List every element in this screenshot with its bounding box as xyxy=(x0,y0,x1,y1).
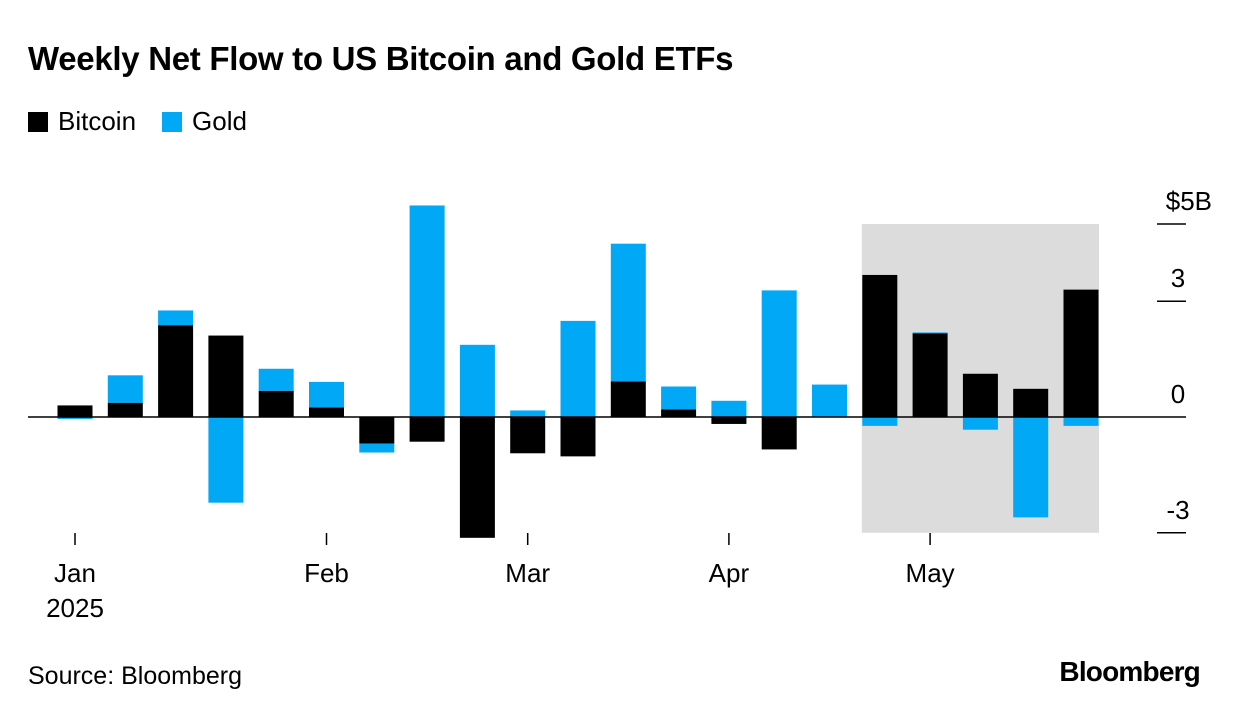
bar-gold-1 xyxy=(107,375,143,403)
bar-bitcoin-20 xyxy=(1063,289,1099,417)
chart-title: Weekly Net Flow to US Bitcoin and Gold E… xyxy=(28,40,734,77)
y-tick-label-3: 3 xyxy=(1171,263,1185,293)
bar-bitcoin-0 xyxy=(57,405,93,417)
x-tick-label-feb: Feb xyxy=(304,558,349,588)
bar-gold-10 xyxy=(560,320,596,417)
bar-gold-17 xyxy=(912,332,948,334)
x-tick-label-jan: Jan xyxy=(54,558,96,588)
bar-gold-19 xyxy=(1013,417,1049,518)
legend-swatch-gold xyxy=(162,111,183,132)
x-tick-sublabel-year: 2025 xyxy=(46,593,104,623)
y-tick-label-$5B: $5B xyxy=(1166,186,1212,216)
x-tick-label-mar: Mar xyxy=(505,558,550,588)
bar-gold-15 xyxy=(812,384,847,417)
bar-bitcoin-18 xyxy=(962,373,998,417)
bar-bitcoin-16 xyxy=(862,274,898,417)
bar-gold-0 xyxy=(57,417,93,419)
bar-gold-16 xyxy=(862,417,898,426)
bar-gold-3 xyxy=(208,417,244,503)
bar-gold-5 xyxy=(309,381,344,408)
bar-gold-6 xyxy=(359,443,395,453)
bar-gold-14 xyxy=(761,290,797,417)
bar-bitcoin-7 xyxy=(409,417,445,442)
bar-bitcoin-4 xyxy=(258,390,294,417)
bar-bitcoin-9 xyxy=(510,417,546,454)
bar-bitcoin-3 xyxy=(208,335,244,417)
bar-bitcoin-1 xyxy=(107,402,143,417)
bar-gold-11 xyxy=(610,243,646,382)
bar-gold-8 xyxy=(459,344,495,417)
x-tick-label-apr: Apr xyxy=(709,558,750,588)
bar-gold-4 xyxy=(258,368,294,391)
bar-bitcoin-11 xyxy=(610,381,646,417)
bar-gold-20 xyxy=(1063,417,1099,426)
bar-bitcoin-5 xyxy=(309,407,344,417)
legend-swatch-bitcoin xyxy=(28,111,48,132)
bar-bitcoin-10 xyxy=(560,417,596,457)
bar-bitcoin-12 xyxy=(661,409,697,417)
legend-label-gold: Gold xyxy=(192,106,247,136)
bar-gold-18 xyxy=(962,417,998,430)
legend-item-bitcoin: Bitcoin xyxy=(28,106,136,137)
bar-bitcoin-6 xyxy=(359,417,395,444)
source-note: Source: Bloomberg xyxy=(28,662,243,690)
bar-gold-13 xyxy=(711,400,747,417)
legend: Bitcoin Gold xyxy=(28,106,273,137)
bar-gold-7 xyxy=(409,205,445,417)
bar-gold-12 xyxy=(661,386,697,410)
bloomberg-logo: Bloomberg xyxy=(1059,656,1200,687)
bar-bitcoin-8 xyxy=(459,417,495,538)
bar-gold-2 xyxy=(158,310,194,326)
bar-bitcoin-17 xyxy=(912,333,948,417)
y-tick-label--3: -3 xyxy=(1166,495,1189,525)
legend-label-bitcoin: Bitcoin xyxy=(58,106,137,136)
bar-bitcoin-2 xyxy=(158,325,194,417)
y-tick-label-0: 0 xyxy=(1171,379,1185,409)
bar-bitcoin-14 xyxy=(761,417,797,450)
x-tick-label-may: May xyxy=(906,558,955,588)
legend-item-gold: Gold xyxy=(162,106,247,137)
bar-gold-9 xyxy=(510,410,546,417)
bar-bitcoin-19 xyxy=(1013,388,1049,417)
bar-bitcoin-13 xyxy=(711,417,747,424)
